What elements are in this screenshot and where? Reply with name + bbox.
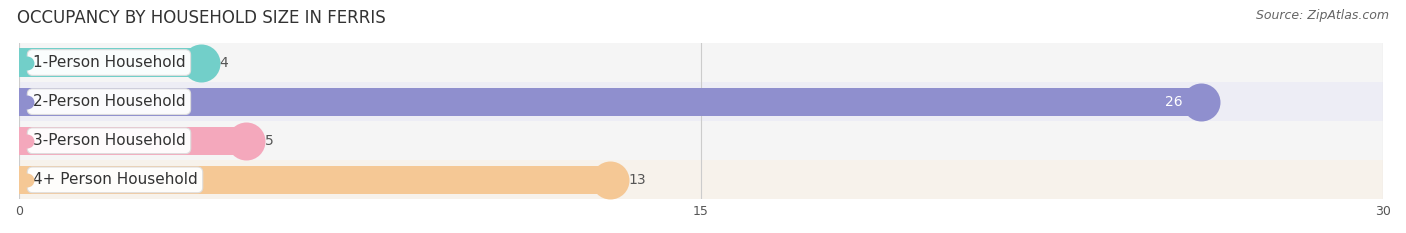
Text: 5: 5 bbox=[264, 134, 273, 148]
Text: OCCUPANCY BY HOUSEHOLD SIZE IN FERRIS: OCCUPANCY BY HOUSEHOLD SIZE IN FERRIS bbox=[17, 9, 385, 27]
Text: Source: ZipAtlas.com: Source: ZipAtlas.com bbox=[1256, 9, 1389, 22]
Bar bbox=[20, 160, 1384, 199]
Bar bbox=[20, 48, 201, 77]
Text: 4+ Person Household: 4+ Person Household bbox=[32, 172, 197, 187]
Bar bbox=[20, 82, 1384, 121]
Bar bbox=[20, 127, 246, 155]
Text: 4: 4 bbox=[219, 55, 228, 69]
Text: 3-Person Household: 3-Person Household bbox=[32, 133, 186, 148]
Text: 2-Person Household: 2-Person Household bbox=[32, 94, 186, 109]
Bar bbox=[20, 121, 1384, 160]
Bar bbox=[20, 88, 1201, 116]
Text: 1-Person Household: 1-Person Household bbox=[32, 55, 186, 70]
Bar bbox=[20, 43, 1384, 82]
Text: 13: 13 bbox=[628, 173, 645, 187]
Text: 26: 26 bbox=[1166, 95, 1182, 109]
Bar bbox=[20, 166, 610, 194]
